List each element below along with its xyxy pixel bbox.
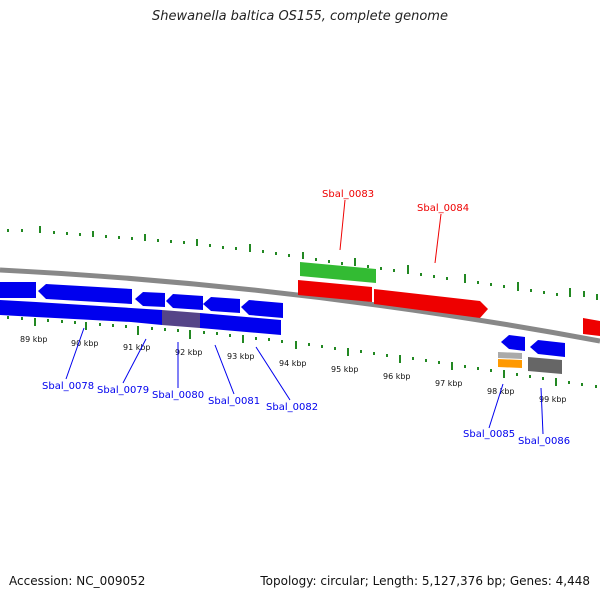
scale-label: 90 kbp [71, 339, 99, 348]
gene-label-sbal-0078[interactable]: Sbal_0078 [42, 381, 94, 392]
gene-label-sbal-0083[interactable]: Sbal_0083 [322, 189, 374, 200]
feature-0079b[interactable] [36, 302, 131, 322]
feature-next[interactable] [583, 318, 600, 336]
feature-0086[interactable] [530, 340, 565, 357]
feature-0085[interactable] [501, 335, 525, 351]
scale-label: 96 kbp [383, 372, 411, 381]
feature-0081b[interactable] [200, 313, 281, 335]
feature-0080c[interactable] [131, 308, 162, 325]
gene-label-sbal-0086[interactable]: Sbal_0086 [518, 436, 570, 447]
feature-0080a[interactable] [135, 292, 165, 307]
label-leaders [65, 199, 544, 435]
features-98kbp[interactable] [498, 335, 565, 374]
scale-label: 93 kbp [227, 352, 255, 361]
feature-0084[interactable] [374, 289, 488, 318]
feature-0081a[interactable] [203, 297, 240, 313]
scale-labels: 89 kbp 90 kbp 91 kbp 92 kbp 93 kbp 94 kb… [20, 335, 567, 404]
scale-label: 89 kbp [20, 335, 48, 344]
reverse-features-row1[interactable] [0, 282, 283, 318]
feature-0086-grey[interactable] [528, 357, 562, 374]
gene-label-sbal-0081[interactable]: Sbal_0081 [208, 396, 260, 407]
feature-0085-orange[interactable] [498, 359, 522, 368]
feature-0078a[interactable] [0, 282, 36, 298]
reverse-features-row2[interactable] [0, 300, 281, 335]
feature-0079a[interactable] [38, 284, 132, 304]
genome-summary-text: Topology: circular; Length: 5,127,376 bp… [260, 574, 590, 588]
gene-label-sbal-0084[interactable]: Sbal_0084 [417, 203, 469, 214]
forward-features[interactable] [298, 262, 600, 336]
gene-labels: Sbal_0078 Sbal_0079 Sbal_0080 Sbal_0081 … [42, 189, 570, 447]
feature-0078b[interactable] [0, 300, 36, 317]
gene-label-sbal-0080[interactable]: Sbal_0080 [152, 390, 204, 401]
scale-label: 91 kbp [123, 343, 151, 352]
inner-ticks [7, 316, 597, 388]
feature-0083[interactable] [298, 280, 372, 302]
outer-ticks [7, 226, 598, 300]
scale-label: 95 kbp [331, 365, 359, 374]
feature-0085-grey[interactable] [498, 352, 522, 359]
gene-label-sbal-0082[interactable]: Sbal_0082 [266, 402, 318, 413]
gene-label-sbal-0079[interactable]: Sbal_0079 [97, 385, 149, 396]
scale-label: 97 kbp [435, 379, 463, 388]
scale-label: 99 kbp [539, 395, 567, 404]
accession-text: Accession: NC_009052 [9, 574, 146, 588]
map-title: Shewanella baltica OS155, complete genom… [152, 9, 448, 24]
feature-0080b[interactable] [166, 294, 203, 310]
feature-0083-rna[interactable] [300, 262, 376, 283]
feature-0082a[interactable] [241, 300, 283, 318]
scale-label: 92 kbp [175, 348, 203, 357]
scale-label: 94 kbp [279, 359, 307, 368]
gene-label-sbal-0085[interactable]: Sbal_0085 [463, 429, 515, 440]
feature-0080-dim[interactable] [162, 310, 200, 328]
genome-backbone [0, 267, 600, 344]
